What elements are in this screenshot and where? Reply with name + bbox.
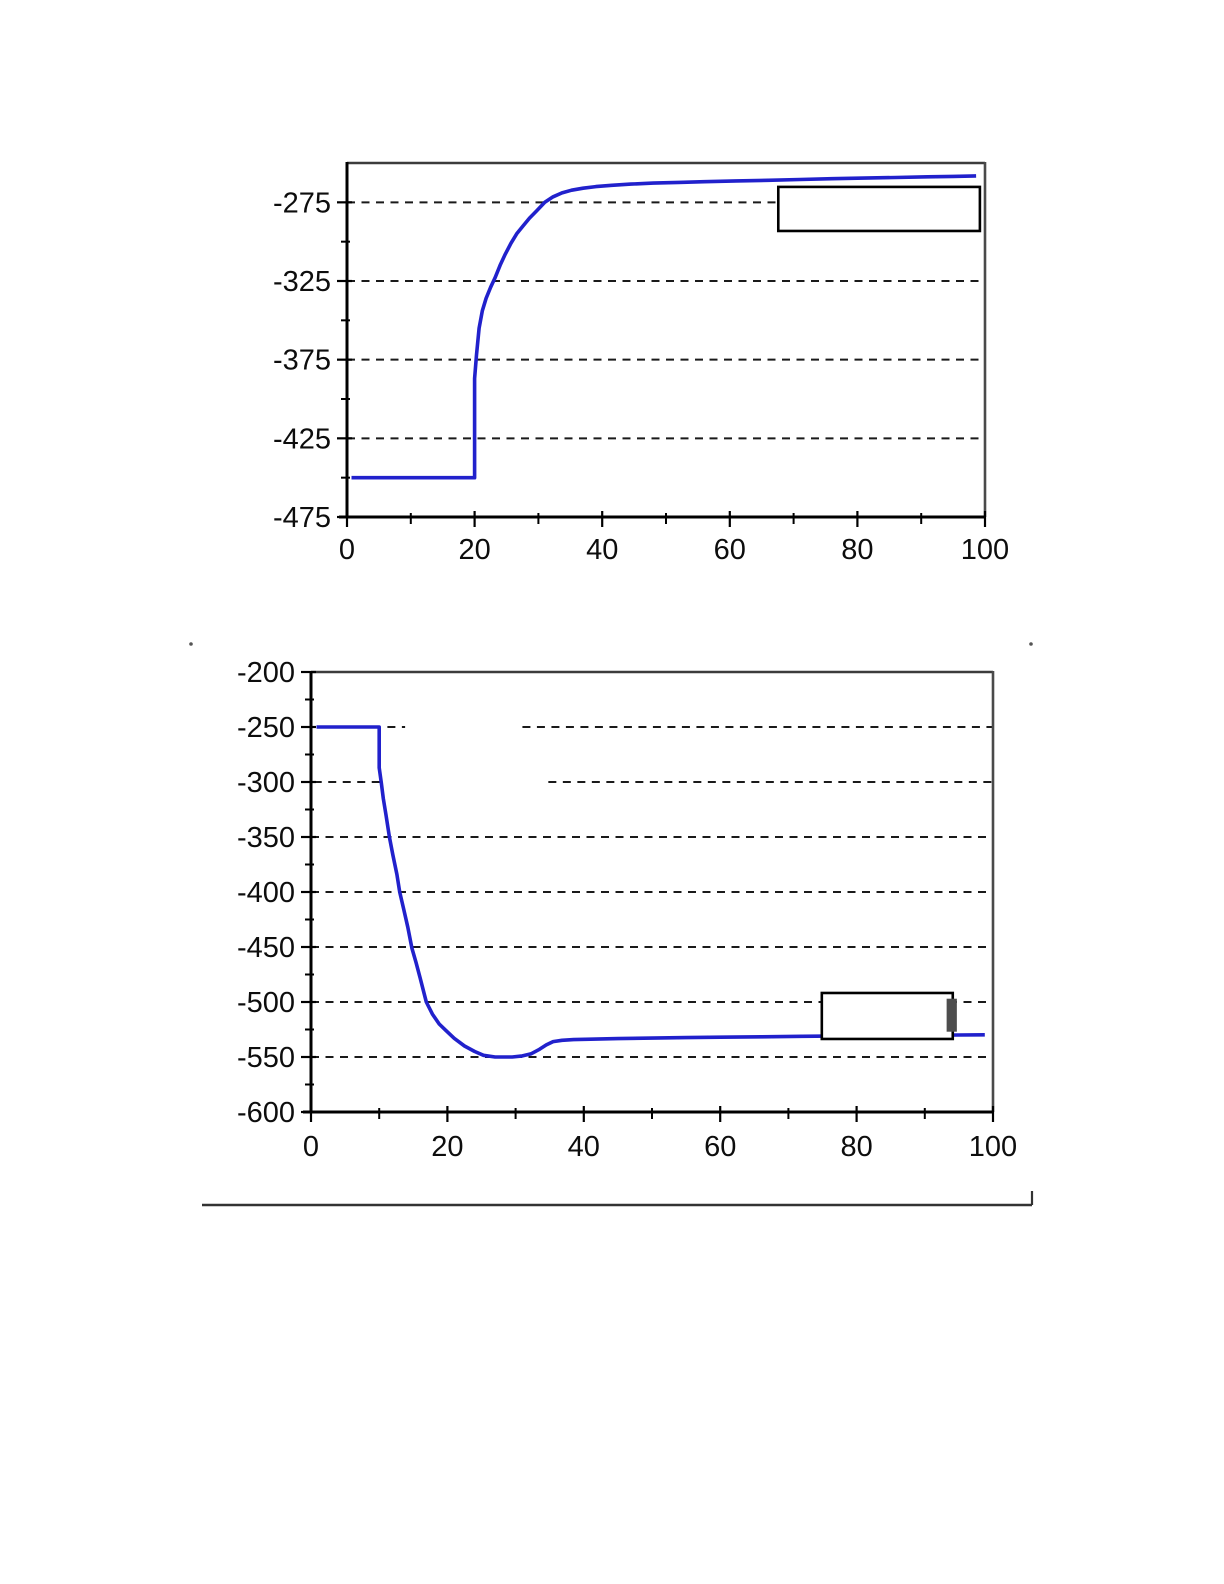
- x-tick-label: 20: [431, 1131, 463, 1163]
- y-tick-label: -400: [237, 877, 295, 909]
- y-tick-label: -500: [237, 987, 295, 1019]
- x-tick-label: 20: [458, 534, 490, 566]
- y-tick-label: -425: [273, 423, 331, 455]
- x-tick-label: 80: [841, 534, 873, 566]
- stray-dot: [189, 642, 193, 646]
- x-tick-label: 60: [704, 1131, 736, 1163]
- y-tick-label: -275: [273, 187, 331, 219]
- axis-ticks: [301, 670, 995, 1122]
- series-line-step-response-up: [351, 174, 977, 480]
- y-tick-label: -450: [237, 932, 295, 964]
- y-tick-label: -200: [237, 657, 295, 689]
- plot-frame: [339, 161, 987, 519]
- x-tick-label: 60: [714, 534, 746, 566]
- y-tick-label: -550: [237, 1042, 295, 1074]
- x-tick-label: 0: [339, 534, 355, 566]
- axis-ticks: [337, 201, 987, 527]
- empty-legend-box: [820, 991, 955, 1041]
- gridlines: [347, 201, 985, 440]
- x-tick-label: 40: [586, 534, 618, 566]
- y-tick-label: -375: [273, 345, 331, 377]
- legend-box-shadow: [946, 998, 957, 1032]
- y-tick-label: -325: [273, 266, 331, 298]
- y-tick-label: -300: [237, 767, 295, 799]
- series-line-step-response-down: [316, 725, 985, 1059]
- stray-dot: [1029, 642, 1033, 646]
- y-tick-label: -250: [237, 712, 295, 744]
- x-tick-label: 80: [840, 1131, 872, 1163]
- x-tick-label: 0: [303, 1131, 319, 1163]
- x-tick-label: 40: [568, 1131, 600, 1163]
- x-tick-label: 100: [969, 1131, 1017, 1163]
- x-tick-label: 100: [961, 534, 1009, 566]
- y-tick-label: -350: [237, 822, 295, 854]
- empty-legend-box: [776, 185, 982, 233]
- decorations: [189, 642, 1034, 1207]
- y-tick-label: -600: [237, 1097, 295, 1129]
- y-tick-label: -475: [273, 502, 331, 534]
